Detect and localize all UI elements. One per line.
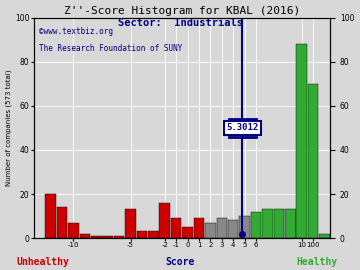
Bar: [148, 231, 158, 238]
Bar: [91, 236, 102, 238]
Title: Z''-Score Histogram for KBAL (2016): Z''-Score Histogram for KBAL (2016): [64, 6, 300, 16]
Bar: [296, 44, 307, 238]
Bar: [68, 223, 79, 238]
Text: Unhealthy: Unhealthy: [17, 257, 69, 267]
Bar: [205, 223, 216, 238]
Bar: [239, 216, 250, 238]
Bar: [57, 207, 67, 238]
Y-axis label: Number of companies (573 total): Number of companies (573 total): [5, 70, 12, 186]
Bar: [159, 203, 170, 238]
Bar: [125, 210, 136, 238]
Text: 5.3012: 5.3012: [226, 123, 258, 132]
Bar: [171, 218, 181, 238]
Bar: [319, 234, 330, 238]
Text: Sector:  Industrials: Sector: Industrials: [117, 18, 243, 28]
Bar: [274, 210, 284, 238]
Bar: [137, 231, 147, 238]
Text: Healthy: Healthy: [296, 257, 337, 267]
Bar: [182, 227, 193, 238]
Bar: [308, 84, 318, 238]
Bar: [285, 210, 296, 238]
Bar: [262, 210, 273, 238]
Bar: [80, 234, 90, 238]
Text: Score: Score: [165, 257, 195, 267]
Bar: [45, 194, 56, 238]
Bar: [114, 236, 124, 238]
Bar: [217, 218, 227, 238]
Text: ©www.textbiz.org: ©www.textbiz.org: [40, 26, 113, 36]
Text: The Research Foundation of SUNY: The Research Foundation of SUNY: [40, 44, 183, 53]
Bar: [194, 218, 204, 238]
Bar: [251, 212, 261, 238]
Bar: [228, 220, 238, 238]
Bar: [103, 236, 113, 238]
